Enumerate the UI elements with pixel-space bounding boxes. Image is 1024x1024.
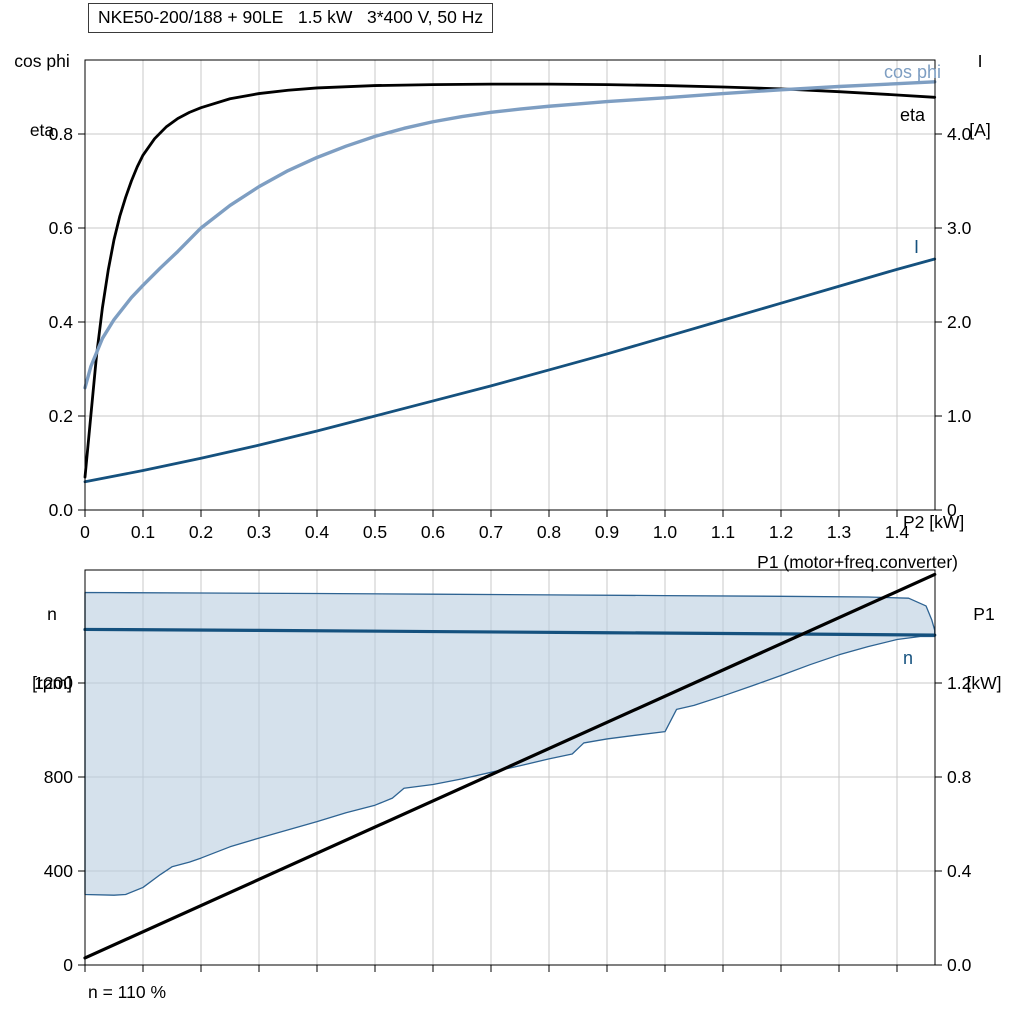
svg-text:0.8: 0.8 — [537, 522, 561, 542]
svg-text:0.4: 0.4 — [49, 312, 74, 332]
svg-text:0.8: 0.8 — [947, 767, 971, 787]
bottom-series — [83, 572, 937, 960]
axis-title-ampere-unit: [A] — [969, 120, 991, 140]
svg-text:1.2: 1.2 — [947, 673, 971, 693]
svg-text:0.4: 0.4 — [305, 522, 330, 542]
svg-text:0.6: 0.6 — [49, 218, 73, 238]
curve-label-p1: P1 (motor+freq.converter) — [757, 552, 958, 572]
svg-text:0.0: 0.0 — [947, 955, 972, 975]
svg-text:1.3: 1.3 — [827, 522, 851, 542]
chart-title-box: NKE50-200/188 + 90LE 1.5 kW 3*400 V, 50 … — [88, 3, 494, 33]
bottom-right-axis-title: P1 [kW] — [949, 557, 1019, 741]
svg-text:3.0: 3.0 — [947, 218, 972, 238]
top-right-axis-title: I [A] — [947, 4, 1013, 188]
curve-label-current: I — [914, 237, 920, 257]
svg-text:800: 800 — [44, 767, 73, 787]
svg-text:0.6: 0.6 — [421, 522, 445, 542]
svg-text:0.3: 0.3 — [247, 522, 271, 542]
x-axis-unit-label: P2 [kW] — [903, 512, 965, 532]
svg-text:0.2: 0.2 — [49, 406, 73, 426]
svg-text:0.0: 0.0 — [49, 500, 74, 520]
bottom-series-p1 — [83, 572, 937, 960]
speed-percentage-annotation: n = 110 % — [88, 982, 166, 1002]
curve-label-eta: eta — [900, 105, 926, 125]
svg-text:0.2: 0.2 — [189, 522, 213, 542]
svg-text:0.5: 0.5 — [363, 522, 387, 542]
svg-text:2.0: 2.0 — [947, 312, 972, 332]
axis-title-rpm-unit: [rpm] — [32, 673, 72, 693]
svg-text:0: 0 — [947, 500, 957, 520]
axis-title-current: I — [977, 51, 983, 71]
svg-text:1.0: 1.0 — [947, 406, 972, 426]
svg-text:0: 0 — [63, 955, 73, 975]
top-series-eta — [83, 82, 937, 479]
axis-title-eta: eta — [29, 120, 55, 140]
bottom-speed-envelope — [84, 591, 936, 896]
top-series-i — [83, 257, 937, 484]
svg-text:1200: 1200 — [34, 673, 73, 693]
svg-text:4.0: 4.0 — [947, 124, 972, 144]
svg-text:400: 400 — [44, 861, 73, 881]
axis-title-p1: P1 — [973, 604, 995, 624]
top-ticks: 0 0.1 0.2 0.3 0.4 0.5 0.6 0.7 0.8 0.9 1.0 1.1 1.2 1.3… — [49, 124, 972, 542]
svg-text:1.2: 1.2 — [769, 522, 793, 542]
top-series — [83, 80, 937, 484]
axis-title-cos-phi: cos phi — [14, 51, 70, 71]
bottom-frame — [84, 569, 936, 966]
top-grid — [85, 60, 935, 510]
svg-text:0.9: 0.9 — [595, 522, 619, 542]
top-frame — [84, 59, 936, 511]
svg-text:0.7: 0.7 — [479, 522, 503, 542]
svg-text:0.1: 0.1 — [131, 522, 155, 542]
svg-text:0.4: 0.4 — [947, 861, 972, 881]
axis-title-kw-unit: [kW] — [966, 673, 1002, 693]
svg-text:1.1: 1.1 — [711, 522, 735, 542]
axis-title-speed: n — [47, 604, 57, 624]
svg-text:0.8: 0.8 — [49, 124, 73, 144]
bottom-series-n — [83, 627, 937, 637]
top-series-cos-phi — [83, 80, 937, 390]
bottom-ticks: 0 400 800 1200 0.0 0.4 0.8 1.2 — [34, 673, 972, 975]
bottom-left-axis-title: n [rpm] — [10, 557, 94, 741]
curve-label-cos-phi: cos phi — [884, 62, 942, 82]
svg-text:1.4: 1.4 — [885, 522, 910, 542]
curve-label-speed: n — [903, 648, 914, 668]
svg-text:0: 0 — [80, 522, 90, 542]
svg-text:1.0: 1.0 — [653, 522, 678, 542]
top-left-axis-title: cos phi eta — [2, 4, 82, 188]
